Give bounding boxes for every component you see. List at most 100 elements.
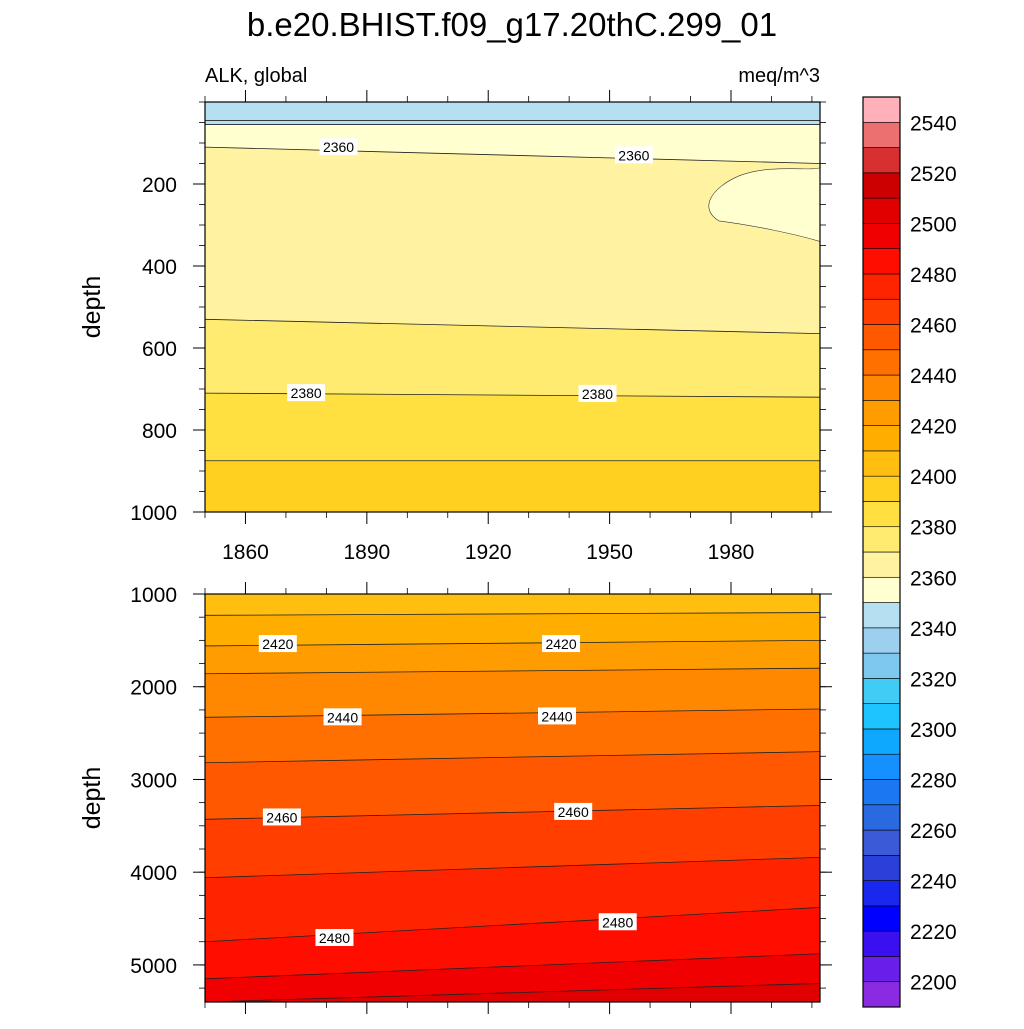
contour-line: [205, 146, 820, 164]
colorbar-tick-label: 2300: [910, 719, 957, 742]
contour-label: 2360: [323, 139, 354, 155]
colorbar-tick-label: 2520: [910, 163, 957, 186]
colorbar-swatch: [862, 526, 901, 553]
contour-band: [205, 805, 820, 878]
y-tick-label: 1000: [130, 584, 177, 607]
colorbar-swatch: [862, 880, 901, 907]
contour-line: [205, 667, 820, 675]
contour-label-box: [258, 635, 297, 653]
colorbar-swatch: [862, 728, 901, 755]
colorbar-swatch: [862, 121, 901, 148]
colorbar-tick-label: 2220: [910, 921, 957, 944]
y-tick-label: 1000: [130, 502, 177, 525]
colorbar-swatch: [862, 450, 901, 477]
contour-label-box: [315, 929, 354, 947]
y-tick-label: 800: [142, 420, 177, 443]
colorbar-swatch: [862, 956, 901, 983]
contour-label: 2420: [545, 636, 576, 652]
contour-line: [205, 805, 820, 820]
contour-band: [205, 393, 820, 461]
right-subtitle: meq/m^3: [738, 65, 820, 87]
contour-label-box: [554, 802, 593, 820]
colorbar-swatch: [862, 374, 901, 401]
colorbar-swatch: [862, 602, 901, 629]
colorbar-tick-label: 2340: [910, 618, 957, 641]
colorbar-tick-label: 2400: [910, 466, 957, 489]
colorbar-tick-label: 2360: [910, 567, 957, 590]
colorbar-swatch: [862, 273, 901, 300]
colorbar-swatch: [862, 576, 901, 603]
colorbar-swatch: [862, 930, 901, 957]
x-tick-label: 1950: [586, 541, 633, 564]
colorbar-tick-label: 2480: [910, 264, 957, 287]
colorbar-swatch: [862, 298, 901, 325]
contour-label: 2440: [327, 709, 358, 725]
contour-fills: [205, 594, 820, 1002]
y-tick-label: 200: [142, 174, 177, 197]
colorbar-tick-label: 2320: [910, 668, 957, 691]
colorbar-swatch: [862, 804, 901, 831]
colorbar-swatch: [862, 349, 901, 376]
y-axis-label: depth: [78, 767, 106, 830]
colorbar-swatch: [862, 652, 901, 679]
lower-panel: 2420 2420 2440 2440 2460 2460 2480 2480 1000 2000…: [78, 582, 832, 1014]
contour-label-box: [542, 635, 581, 653]
colorbar-tick-label: 2380: [910, 517, 957, 540]
contour-label: 2420: [262, 636, 293, 652]
colorbar-tick-label: 2440: [910, 365, 957, 388]
colorbar-swatch: [862, 248, 901, 275]
colorbar-swatch: [862, 753, 901, 780]
contour-band: [205, 124, 820, 164]
y-tick-label: 2000: [130, 677, 177, 700]
contour-band: [205, 102, 820, 121]
y-tick-label: 5000: [130, 955, 177, 978]
y-tick-label: 3000: [130, 769, 177, 792]
contour-label: 2440: [541, 708, 572, 724]
colorbar-swatch: [862, 627, 901, 654]
colorbar-swatch: [862, 905, 901, 932]
y-tick-label: 400: [142, 256, 177, 279]
contour-label-box: [262, 808, 301, 826]
colorbar-frame: [862, 96, 901, 1008]
contour-label: 2460: [558, 804, 589, 820]
contour-label: 2480: [602, 914, 633, 930]
contour-label-box: [319, 138, 358, 156]
colorbar-tick-label: 2280: [910, 770, 957, 793]
x-tick-label: 1860: [222, 541, 269, 564]
contour-label-box: [598, 913, 637, 931]
contour-band: [205, 751, 820, 820]
contour-band: [205, 147, 820, 334]
colorbar-swatch: [862, 223, 901, 249]
contour-label: 2380: [582, 386, 613, 402]
colorbar-swatch: [862, 400, 901, 426]
colorbar-tick-label: 2240: [910, 871, 957, 894]
colorbar-swatch: [862, 475, 901, 502]
colorbar-tick-label: 2540: [910, 112, 957, 135]
colorbar-swatch: [862, 829, 901, 856]
left-subtitle: ALK, global: [205, 65, 307, 87]
upper-panel: 2360 2360 2380 2380 200 400 600 800 1000 1860 1890…: [78, 90, 832, 564]
contour-label: 2360: [618, 147, 649, 163]
contour-band: [205, 120, 820, 125]
colorbar-swatch: [862, 501, 901, 528]
colorbar-tick-label: 2260: [910, 820, 957, 843]
contour-band: [205, 594, 820, 616]
contour-line: [205, 612, 820, 616]
contour-label-box: [287, 384, 326, 402]
colorbar-swatch: [862, 425, 901, 452]
contour-band: [205, 640, 820, 674]
contour-line: [205, 983, 820, 1002]
contour-band: [205, 953, 820, 1002]
colorbar: 2200 2220 2240 2260 2280 2300 2320 2340 2360 2380…: [862, 96, 957, 1008]
contour-fills: [205, 102, 820, 512]
colorbar-swatch: [862, 779, 901, 806]
contour-label: 2480: [319, 930, 350, 946]
contour-band: [205, 857, 820, 942]
colorbar-swatch: [862, 324, 901, 351]
colorbar-tick-label: 2420: [910, 416, 957, 439]
contour-label-box: [538, 707, 577, 725]
contour-band: [205, 907, 820, 979]
contour-band: [205, 460, 820, 512]
